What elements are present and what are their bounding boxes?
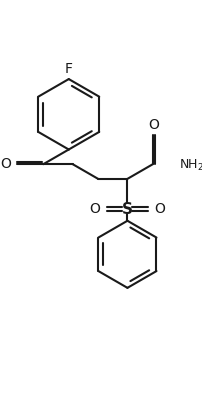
Text: O: O [154,202,164,216]
Text: O: O [1,157,12,171]
Text: S: S [121,201,132,216]
Text: O: O [89,202,100,216]
Text: O: O [147,118,158,132]
Text: NH$_2$: NH$_2$ [178,157,202,172]
Text: F: F [64,62,72,76]
